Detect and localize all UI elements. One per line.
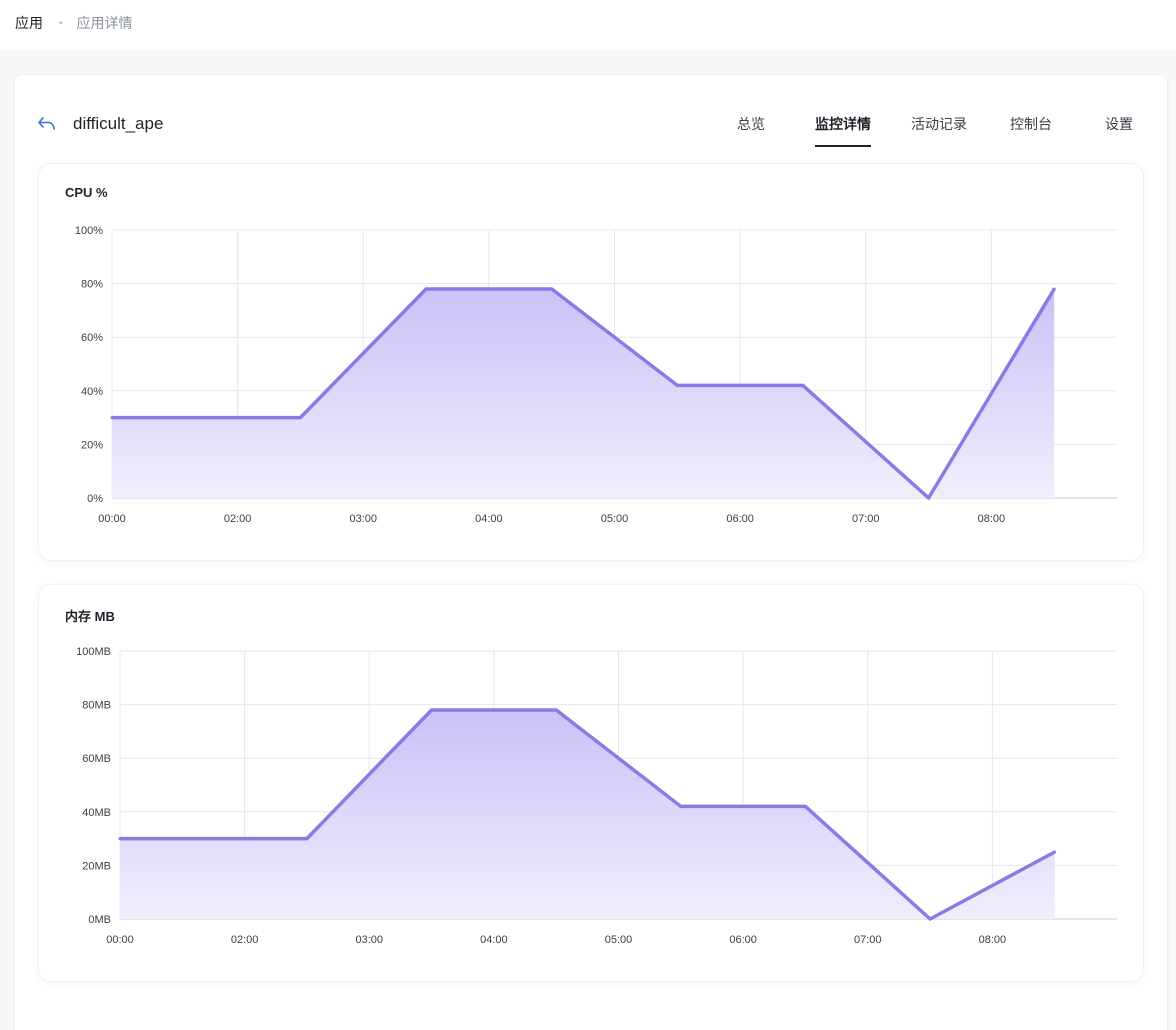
data-point [928, 917, 932, 921]
data-point [550, 287, 554, 291]
data-point [801, 383, 805, 387]
x-tick-label: 08:00 [979, 934, 1007, 946]
x-tick-label: 06:00 [726, 513, 754, 525]
y-tick-label: 0% [87, 493, 103, 505]
breadcrumb-current: 应用详情 [76, 15, 133, 31]
memory-chart-panel: 内存 MB 0MB 20MB 40MB 60MB 80MB 100MB 00:00 02:00… [39, 585, 1143, 981]
data-point [305, 837, 309, 841]
x-tick-label: 00:00 [106, 934, 134, 946]
data-point [298, 416, 302, 420]
breadcrumb-separator: • [59, 17, 63, 29]
arrow-back-icon[interactable] [37, 115, 57, 133]
data-point [679, 804, 683, 808]
tab-console[interactable]: 控制台 [1010, 116, 1052, 132]
y-tick-label: 60% [81, 332, 103, 344]
x-tick-label: 03:00 [355, 934, 383, 946]
x-tick-label: 04:00 [475, 513, 503, 525]
cpu-chart: 0% 20% 40% 60% 80% 100% 00:00 02:00 03:00 04:00 05… [75, 225, 1117, 525]
y-tick-label: 40MB [82, 807, 111, 819]
breadcrumb-root-link[interactable]: 应用 [15, 15, 43, 31]
x-tick-label: 07:00 [854, 934, 882, 946]
series-line [120, 708, 1056, 921]
data-point [1052, 287, 1056, 291]
detail-tabs: 总览 监控详情 活动记录 控制台 设置 [15, 75, 1169, 163]
data-point [430, 708, 434, 712]
memory-chart-title: 内存 MB [65, 609, 115, 624]
memory-chart: 0MB 20MB 40MB 60MB 80MB 100MB 00:00 02:00 03:00 0… [76, 646, 1117, 946]
data-point [554, 708, 558, 712]
x-tick-label: 05:00 [601, 513, 629, 525]
series-line [112, 287, 1056, 500]
cpu-chart-title: CPU % [65, 185, 108, 200]
y-tick-label: 40% [81, 386, 103, 398]
x-tick-label: 04:00 [480, 934, 508, 946]
y-tick-label: 60MB [82, 753, 111, 765]
tab-activity-log[interactable]: 活动记录 [911, 116, 967, 132]
data-point [1053, 850, 1057, 854]
active-tab-indicator [815, 145, 871, 147]
y-tick-label: 100% [75, 225, 103, 237]
y-tick-label: 80MB [82, 700, 111, 712]
x-tick-label: 00:00 [98, 513, 126, 525]
x-tick-label: 03:00 [349, 513, 377, 525]
y-tick-label: 20MB [82, 860, 111, 872]
app-detail-card: difficult_ape 总览 监控详情 活动记录 控制台 设置 CPU % … [14, 74, 1168, 1030]
tab-monitoring[interactable]: 监控详情 [815, 116, 871, 132]
y-tick-label: 100MB [76, 646, 111, 658]
tab-overview[interactable]: 总览 [737, 116, 765, 132]
data-point [803, 804, 807, 808]
top-bar: 应用 • 应用详情 [0, 0, 1176, 50]
x-tick-label: 02:00 [231, 934, 259, 946]
x-tick-label: 08:00 [978, 513, 1006, 525]
y-tick-label: 0MB [88, 914, 111, 926]
y-tick-label: 80% [81, 279, 103, 291]
series-area [112, 289, 1055, 498]
data-point [110, 416, 114, 420]
series-area [120, 710, 1055, 919]
data-point [927, 496, 931, 500]
detail-header: difficult_ape 总览 监控详情 活动记录 控制台 设置 [15, 75, 1169, 163]
data-point [118, 837, 122, 841]
cpu-chart-panel: CPU % 0% 20% 40% 60% 80% 100% 00:00 02:00 03:00 0… [39, 164, 1143, 560]
breadcrumb: 应用 • 应用详情 [15, 13, 133, 33]
data-point [675, 383, 679, 387]
x-tick-label: 02:00 [224, 513, 252, 525]
y-tick-label: 20% [81, 439, 103, 451]
x-tick-label: 06:00 [729, 934, 757, 946]
data-point [424, 287, 428, 291]
x-tick-label: 05:00 [605, 934, 633, 946]
x-tick-label: 07:00 [852, 513, 880, 525]
app-name: difficult_ape [73, 114, 164, 133]
tab-settings[interactable]: 设置 [1105, 116, 1133, 132]
